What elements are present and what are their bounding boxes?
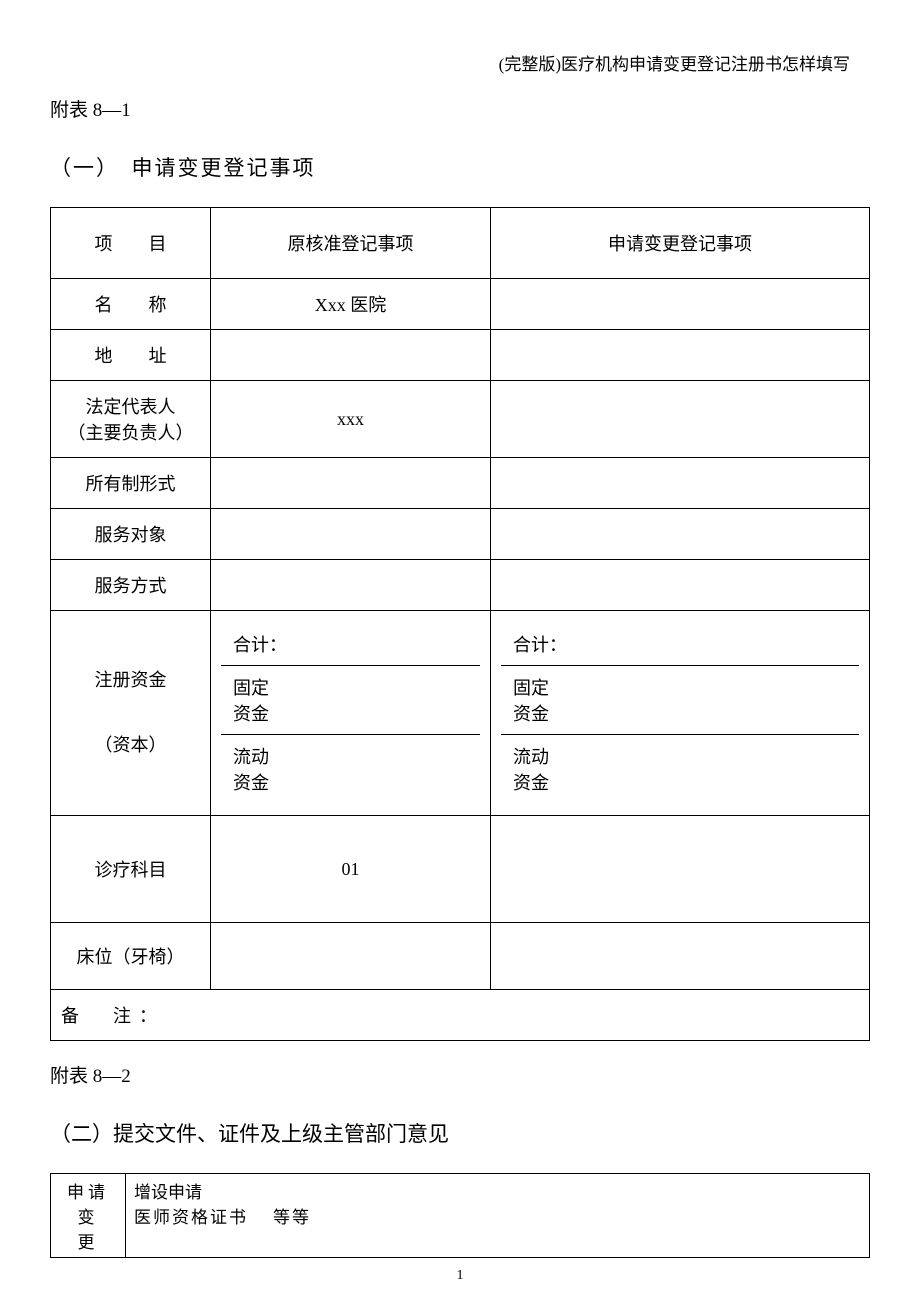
label-name: 名 称 (51, 279, 211, 330)
table2-col1-line1: 申请变 (59, 1178, 117, 1228)
table-header-row: 项 目 原核准登记事项 申请变更登记事项 (51, 208, 870, 279)
row-capital: 注册资金 （资本） 合计： 固定 资金 流动 资金 合计： 固定 (51, 611, 870, 816)
original-diagnosis: 01 (211, 816, 491, 923)
original-legal-rep: xxx (211, 381, 491, 458)
label-legal-rep: 法定代表人 （主要负责人） (51, 381, 211, 458)
change-beds (491, 923, 870, 990)
row-legal-rep: 法定代表人 （主要负责人） xxx (51, 381, 870, 458)
section-2-title: （二）提交文件、证件及上级主管部门意见 (50, 1118, 870, 1148)
table2-col2-line2: 医师资格证书 等等 (134, 1203, 861, 1228)
table-2: 申请变 更 增设申请 医师资格证书 等等 (50, 1173, 870, 1258)
main-table: 项 目 原核准登记事项 申请变更登记事项 名 称 Xxx 医院 地 址 法定代表… (50, 207, 870, 1041)
original-ownership (211, 458, 491, 509)
legal-rep-line1: 法定代表人 (61, 393, 200, 419)
label-address: 地 址 (51, 330, 211, 381)
label-capital: 注册资金 （资本） (51, 611, 211, 816)
remark-cell: 备 注： (51, 990, 870, 1041)
row-remark: 备 注： (51, 990, 870, 1041)
appendix-1-label: 附表 8—1 (50, 95, 870, 122)
capital-flow-orig: 流动 资金 (221, 735, 480, 803)
capital-total-chg: 合计： (501, 623, 859, 666)
capital-label-line2: （资本） (61, 729, 200, 761)
label-service-target: 服务对象 (51, 509, 211, 560)
row-service-target: 服务对象 (51, 509, 870, 560)
table2-row: 申请变 更 增设申请 医师资格证书 等等 (51, 1174, 870, 1258)
capital-label-line1: 注册资金 (61, 664, 200, 696)
change-diagnosis (491, 816, 870, 923)
header-change: 申请变更登记事项 (491, 208, 870, 279)
row-name: 名 称 Xxx 医院 (51, 279, 870, 330)
label-diagnosis: 诊疗科目 (51, 816, 211, 923)
label-ownership: 所有制形式 (51, 458, 211, 509)
remark-label: 备 注： (61, 1006, 165, 1026)
header-original: 原核准登记事项 (211, 208, 491, 279)
section-1-title: （一） 申请变更登记事项 (50, 152, 870, 182)
change-capital: 合计： 固定 资金 流动 资金 (491, 611, 870, 816)
table2-col2-line1: 增设申请 (134, 1178, 861, 1203)
original-beds (211, 923, 491, 990)
capital-flow-chg: 流动 资金 (501, 735, 859, 803)
change-address (491, 330, 870, 381)
change-legal-rep (491, 381, 870, 458)
header-item: 项 目 (51, 208, 211, 279)
header-right-text: (完整版)医疗机构申请变更登记注册书怎样填写 (50, 50, 870, 75)
row-diagnosis: 诊疗科目 01 (51, 816, 870, 923)
capital-fixed-chg: 固定 资金 (501, 666, 859, 735)
appendix-2-label: 附表 8—2 (50, 1061, 870, 1088)
legal-rep-line2: （主要负责人） (61, 419, 200, 445)
change-service-mode (491, 560, 870, 611)
table2-col1: 申请变 更 (51, 1174, 126, 1258)
page-number: 1 (50, 1268, 870, 1284)
change-ownership (491, 458, 870, 509)
label-service-mode: 服务方式 (51, 560, 211, 611)
row-address: 地 址 (51, 330, 870, 381)
original-address (211, 330, 491, 381)
change-name (491, 279, 870, 330)
capital-fixed-orig: 固定 资金 (221, 666, 480, 735)
original-service-target (211, 509, 491, 560)
row-ownership: 所有制形式 (51, 458, 870, 509)
original-service-mode (211, 560, 491, 611)
table2-col1-line2: 更 (59, 1228, 117, 1253)
label-beds: 床位（牙椅） (51, 923, 211, 990)
capital-total-orig: 合计： (221, 623, 480, 666)
original-name: Xxx 医院 (211, 279, 491, 330)
change-service-target (491, 509, 870, 560)
original-capital: 合计： 固定 资金 流动 资金 (211, 611, 491, 816)
table2-col2: 增设申请 医师资格证书 等等 (126, 1174, 870, 1258)
row-service-mode: 服务方式 (51, 560, 870, 611)
row-beds: 床位（牙椅） (51, 923, 870, 990)
